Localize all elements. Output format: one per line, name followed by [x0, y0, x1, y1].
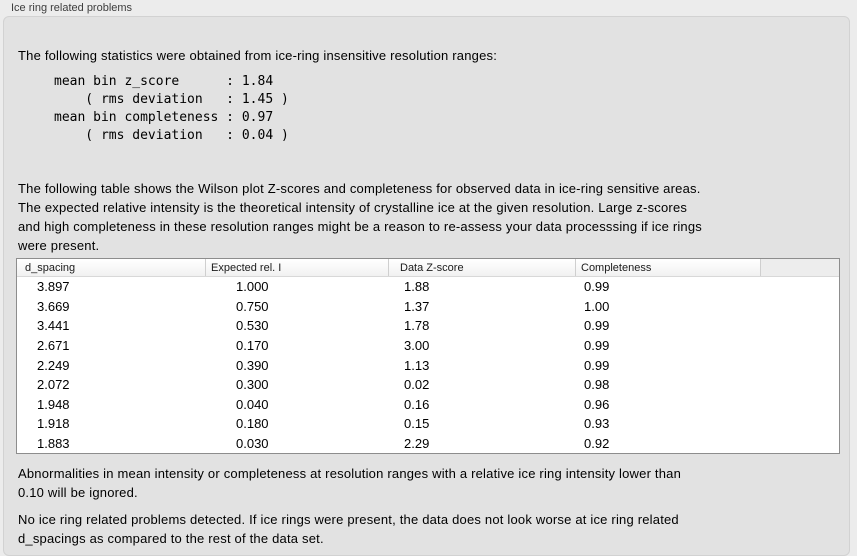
table-cell: 0.530: [236, 318, 269, 334]
table-cell: 1.37: [404, 298, 430, 314]
table-cell: 2.671: [37, 337, 70, 353]
table-cell: 1.948: [37, 396, 70, 412]
table-row[interactable]: 2.671 0.170 3.00 0.99: [17, 336, 839, 356]
ice-ring-table: d_spacing Expected rel. I Data Z-score Comp…: [16, 258, 840, 454]
table-cell: 3.00: [404, 337, 430, 353]
column-header-data-z-score[interactable]: Data Z-score: [389, 259, 576, 276]
table-row[interactable]: 3.441 0.530 1.78 0.99: [17, 316, 839, 336]
column-header-d-spacing[interactable]: d_spacing: [17, 259, 206, 276]
table-row[interactable]: 3.897 1.000 1.88 0.99: [17, 277, 839, 297]
table-cell: 3.897: [37, 279, 70, 295]
panel-title: Ice ring related problems: [11, 2, 133, 14]
column-header-expected-rel-i[interactable]: Expected rel. I: [206, 259, 389, 276]
table-cell: 2.249: [37, 357, 70, 373]
table-row[interactable]: 1.918 0.180 0.15 0.93: [17, 414, 839, 434]
column-header-filler: [761, 259, 839, 276]
table-row[interactable]: 1.948 0.040 0.16 0.96: [17, 394, 839, 414]
table-cell: 3.441: [37, 318, 70, 334]
app-background: { "panel": { "title": "Ice ring related …: [3, 2, 850, 556]
table-cell: 1.13: [404, 357, 430, 373]
table-cell: 0.390: [236, 357, 269, 373]
conclusion-text: No ice ring related problems detected. I…: [18, 512, 679, 546]
table-row[interactable]: 2.072 0.300 0.02 0.98: [17, 375, 839, 395]
table-cell: 0.99: [584, 357, 610, 373]
stats-block: mean bin z_score : 1.84 ( rms deviation …: [54, 74, 289, 143]
ignore-threshold-text: Abnormalities in mean intensity or compl…: [18, 466, 682, 500]
table-row[interactable]: 1.883 0.030 2.29 0.92: [17, 434, 839, 454]
table-cell: 0.96: [584, 396, 610, 412]
table-cell: 0.99: [584, 337, 610, 353]
table-cell: 1.00: [584, 298, 610, 314]
table-cell: 0.98: [584, 377, 610, 393]
table-cell: 0.170: [236, 337, 269, 353]
table-description-text: The following table shows the Wilson plo…: [18, 181, 702, 253]
table-cell: 1.88: [404, 279, 430, 295]
table-cell: 1.000: [236, 279, 269, 295]
table-cell: 0.750: [236, 298, 269, 314]
table-cell: 0.030: [236, 435, 269, 451]
table-cell: 2.29: [404, 435, 430, 451]
column-header-completeness[interactable]: Completeness: [576, 259, 761, 276]
table-cell: 0.16: [404, 396, 430, 412]
table-row[interactable]: 2.249 0.390 1.13 0.99: [17, 355, 839, 375]
table-cell: 0.15: [404, 416, 430, 432]
stats-intro-text: The following statistics were obtained f…: [18, 48, 498, 63]
table-cell: 0.300: [236, 377, 269, 393]
table-cell: 0.92: [584, 435, 610, 451]
table-cell: 3.669: [37, 298, 70, 314]
table-body: 3.897 1.000 1.88 0.99 3.669 0.750 1.37 1.00 3.44…: [17, 277, 839, 453]
table-cell: 0.040: [236, 396, 269, 412]
table-cell: 0.180: [236, 416, 269, 432]
table-cell: 1.78: [404, 318, 430, 334]
table-cell: 0.99: [584, 318, 610, 334]
ice-ring-panel: The following statistics were obtained f…: [3, 16, 850, 556]
table-cell: 2.072: [37, 377, 70, 393]
table-cell: 1.883: [37, 435, 70, 451]
table-row[interactable]: 3.669 0.750 1.37 1.00: [17, 297, 839, 317]
table-cell: 0.93: [584, 416, 610, 432]
table-cell: 0.99: [584, 279, 610, 295]
table-header-row: d_spacing Expected rel. I Data Z-score Comp…: [17, 259, 839, 277]
table-cell: 1.918: [37, 416, 70, 432]
table-cell: 0.02: [404, 377, 430, 393]
